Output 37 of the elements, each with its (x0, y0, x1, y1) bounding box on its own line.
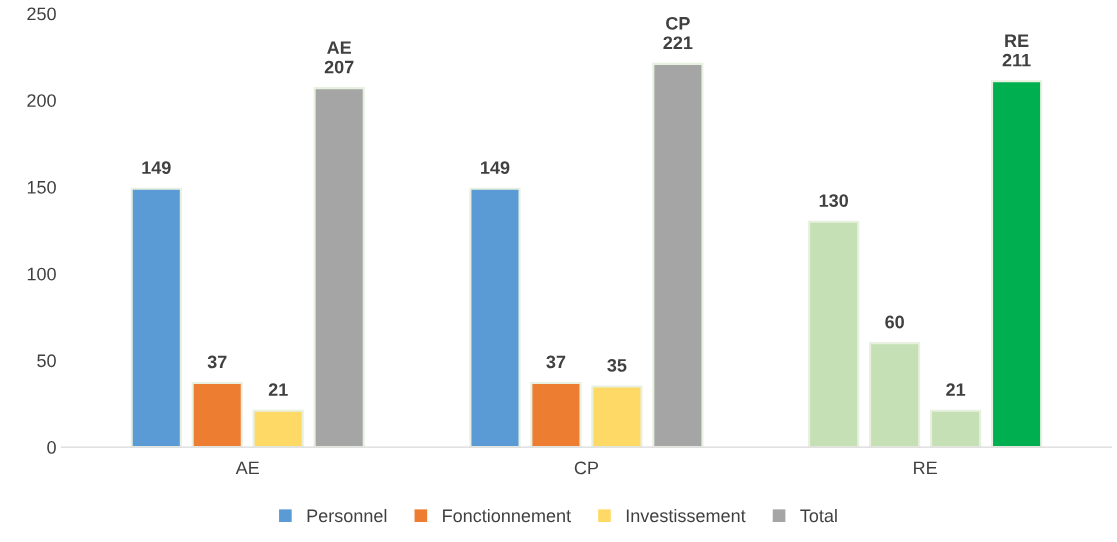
x-tick-label: RE (914, 461, 937, 475)
bar (808, 220, 860, 448)
data-label: 149 (142, 161, 171, 175)
bar (591, 385, 643, 448)
legend-label: Total (800, 508, 837, 523)
y-tick-label: 250 (27, 7, 56, 21)
data-label: AE 207 (324, 41, 354, 74)
data-label: 149 (481, 161, 510, 175)
bar (990, 80, 1043, 448)
y-tick-label: 200 (27, 94, 56, 107)
legend-label: Fonctionnement (443, 508, 571, 523)
bar (130, 187, 182, 448)
data-label: 37 (546, 355, 566, 369)
bar (869, 342, 921, 448)
data-label: 35 (607, 358, 627, 372)
legend-label: Investissement (626, 508, 746, 523)
data-label: RE 211 (1002, 34, 1031, 67)
bar (191, 381, 243, 448)
data-label: 130 (819, 194, 848, 208)
y-tick-label: 100 (27, 267, 56, 281)
bar (652, 62, 704, 448)
x-tick-label: AE (235, 461, 259, 475)
bar (313, 87, 365, 448)
data-label: 60 (885, 315, 904, 329)
data-label: 37 (207, 355, 227, 369)
y-tick-label: 50 (37, 354, 56, 368)
bar (530, 381, 582, 448)
legend-label: Personnel (307, 508, 387, 523)
bar (469, 187, 521, 448)
y-tick-label: 150 (27, 180, 56, 194)
x-tick-label: CP (574, 461, 599, 475)
data-label: 21 (946, 383, 966, 396)
data-label: 21 (268, 383, 288, 396)
data-label: CP 221 (663, 16, 693, 49)
bar (930, 409, 982, 448)
y-tick-label: 0 (47, 441, 56, 454)
bar (252, 409, 304, 448)
